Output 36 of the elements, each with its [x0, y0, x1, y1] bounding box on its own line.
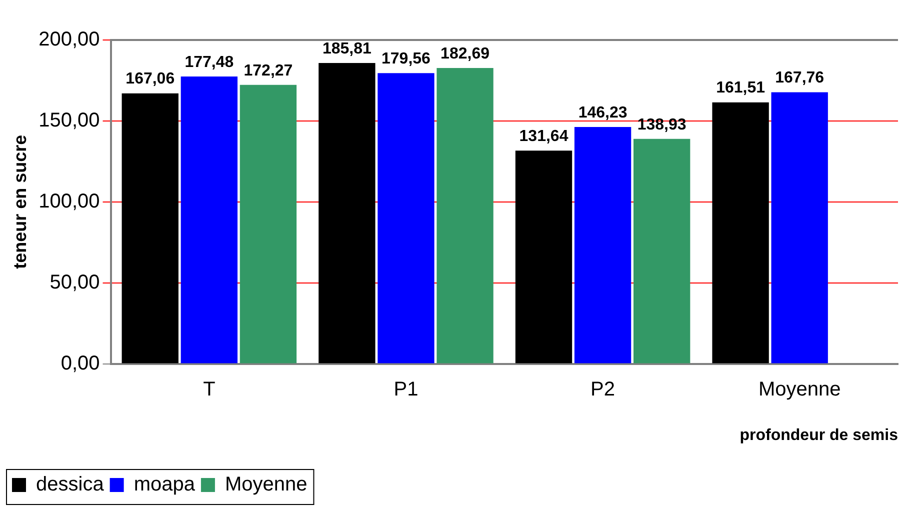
y-tick-label: 150,00	[38, 109, 100, 132]
bar	[771, 92, 828, 364]
x-tick-label: P1	[394, 378, 418, 400]
data-label: 172,27	[244, 62, 293, 80]
legend-label: moapa	[134, 474, 196, 496]
x-tick-label: Moyenne	[758, 378, 841, 400]
data-label: 182,69	[440, 45, 490, 62]
data-label: 185,81	[322, 40, 372, 58]
y-tick-label: 50,00	[50, 271, 100, 294]
y-tick-label: 100,00	[38, 190, 100, 212]
data-label: 179,56	[382, 50, 431, 68]
data-label: 177,48	[184, 54, 234, 71]
data-label: 131,64	[519, 128, 568, 146]
legend-label: dessica	[36, 474, 105, 496]
bar	[240, 84, 297, 364]
bar	[574, 127, 632, 364]
x-tick-label: T	[203, 378, 216, 400]
bar	[318, 62, 376, 364]
bar	[436, 68, 494, 364]
y-tick-label: 200,00	[38, 28, 100, 51]
bar	[515, 150, 572, 364]
y-tick-label: 0,00	[60, 352, 100, 374]
bar	[180, 76, 238, 364]
data-label: 167,76	[775, 70, 824, 87]
legend-label: Moyenne	[224, 474, 308, 496]
bar	[378, 73, 434, 364]
bar	[712, 102, 769, 364]
x-axis-title: profondeur de semis	[740, 426, 898, 444]
bar	[633, 138, 690, 364]
bar	[122, 93, 178, 364]
data-label: 138,93	[637, 116, 686, 134]
data-label: 167,06	[126, 70, 175, 88]
x-tick-label: P2	[590, 378, 616, 400]
data-label: 161,51	[716, 80, 766, 97]
data-label: 146,23	[578, 104, 628, 122]
y-axis-title: teneur en sucre	[10, 134, 30, 269]
